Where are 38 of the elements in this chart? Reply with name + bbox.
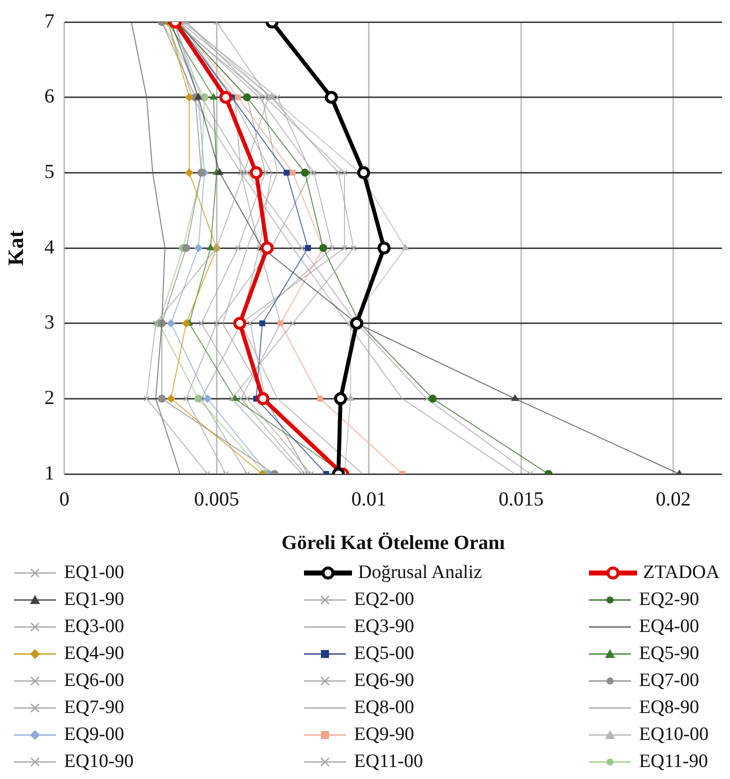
x-tick-label: 0.02 <box>656 488 691 510</box>
legend-label: EQ8-90 <box>639 696 700 718</box>
legend-label: EQ3-90 <box>354 616 414 638</box>
legend-label: EQ1-90 <box>64 588 124 610</box>
legend-label: EQ5-00 <box>354 642 414 664</box>
y-tick-label: 2 <box>44 386 54 409</box>
legend-label: EQ8-00 <box>354 696 414 718</box>
legend-label: EQ7-00 <box>639 670 700 692</box>
legend-label: EQ9-90 <box>354 724 414 746</box>
y-tick-label: 7 <box>44 10 54 32</box>
x-tick-label: 0.005 <box>194 488 240 510</box>
x-axis-title: Göreli Kat Öteleme Oranı <box>281 532 506 554</box>
x-tick-label: 0.015 <box>498 488 544 510</box>
legend-label: EQ7-90 <box>64 696 124 718</box>
legend-label: EQ6-90 <box>354 670 414 692</box>
legend-label: EQ9-00 <box>64 724 124 746</box>
legend-label: EQ10-00 <box>639 724 709 746</box>
legend-label: EQ4-90 <box>64 642 124 664</box>
legend-label: ZTADOA <box>643 562 720 584</box>
legend-label: EQ11-90 <box>639 750 708 772</box>
x-tick-label: 0 <box>59 488 70 510</box>
x-tick-label: 0.01 <box>351 488 386 510</box>
legend-label: EQ11-00 <box>354 750 423 772</box>
legend-label: EQ4-00 <box>639 616 700 638</box>
legend-label: EQ3-00 <box>64 616 124 638</box>
legend-label: EQ2-00 <box>354 588 414 610</box>
legend-label: EQ5-90 <box>639 642 700 664</box>
y-tick-label: 5 <box>44 160 54 183</box>
legend-label: EQ6-00 <box>64 670 124 692</box>
y-tick-label: 6 <box>44 86 54 108</box>
legend-label: EQ2-90 <box>639 588 700 610</box>
y-tick-label: 3 <box>44 312 54 334</box>
y-tick-label: 1 <box>44 462 54 484</box>
legend-label: EQ1-00 <box>64 562 124 584</box>
y-tick-label: 4 <box>44 236 54 258</box>
legend-label: Doğrusal Analiz <box>358 562 482 584</box>
y-axis-title: Kat <box>2 230 28 266</box>
legend-label: EQ10-90 <box>64 750 134 772</box>
